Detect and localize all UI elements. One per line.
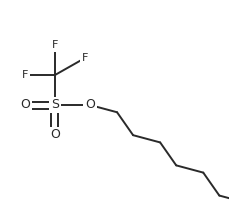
Text: F: F [82, 53, 88, 63]
Text: O: O [85, 99, 95, 112]
Text: F: F [52, 40, 58, 50]
Text: O: O [20, 99, 30, 112]
Text: O: O [50, 128, 60, 141]
Text: S: S [51, 99, 59, 112]
Text: F: F [22, 70, 28, 80]
